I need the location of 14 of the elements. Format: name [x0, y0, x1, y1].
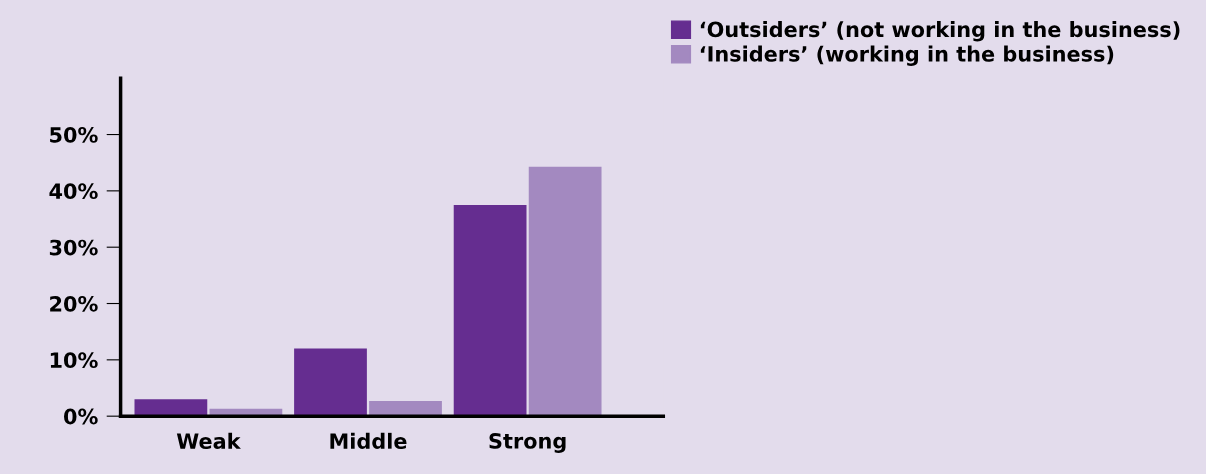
- bar: [294, 348, 367, 417]
- legend-label: ‘Outsiders’ (not working in the business): [700, 21, 1180, 42]
- bar: [453, 204, 527, 417]
- bar: [528, 166, 602, 417]
- y-tick-label: 10%: [50, 352, 98, 369]
- x-tick-label: Weak: [176, 432, 241, 449]
- y-tick-label: 0%: [64, 408, 98, 425]
- y-tick-label: 40%: [49, 183, 98, 200]
- y-tick-label: 20%: [50, 295, 98, 312]
- x-tick-label: Middle: [330, 432, 407, 449]
- y-tick-label: 30%: [49, 239, 98, 256]
- y-tick-label: 50%: [50, 126, 98, 143]
- x-tick-label: Strong: [489, 433, 566, 453]
- legend-label: ‘Insiders’ (working in the business): [700, 45, 1114, 66]
